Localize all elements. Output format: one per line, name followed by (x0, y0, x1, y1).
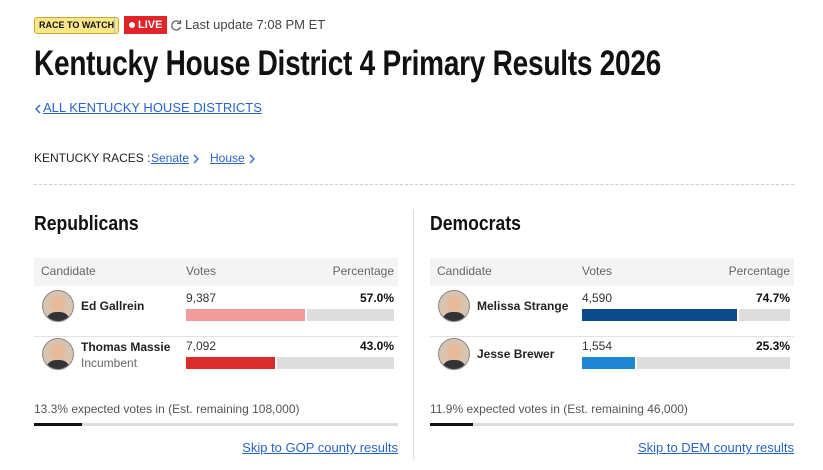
vote-bar-track (582, 309, 790, 321)
results-header (430, 258, 794, 286)
vote-percentage: 25.3% (755, 339, 790, 353)
party-name: Democrats (430, 213, 521, 235)
expected-progress (430, 423, 474, 426)
vote-bar-track (186, 357, 394, 369)
chevron-right (249, 154, 255, 164)
vote-bar (186, 309, 307, 321)
page-title: Kentucky House District 4 Primary Result… (34, 44, 662, 83)
county-results-link[interactable]: Skip to DEM county results (637, 440, 794, 455)
expected-votes: 13.3% expected votes in (Est. remaining … (34, 402, 300, 416)
race-link[interactable]: Senate (151, 151, 190, 165)
column-header: Percentage (728, 264, 790, 278)
chevron-left (35, 104, 41, 114)
column-divider (413, 210, 414, 460)
race-link[interactable]: House (210, 151, 245, 165)
photo-body (46, 312, 70, 321)
photo-face (447, 296, 461, 312)
vote-bar (582, 357, 637, 369)
last-update: Last update 7:08 PM ET (185, 17, 326, 32)
vote-count: 7,092 (186, 339, 217, 353)
back-link[interactable]: ALL KENTUCKY HOUSE DISTRICTS (43, 100, 262, 115)
expected-progress (34, 423, 83, 426)
candidate-note: Incumbent (81, 356, 138, 370)
vote-count: 4,590 (582, 291, 613, 305)
candidate-name: Ed Gallrein (81, 299, 145, 313)
expected-votes: 11.9% expected votes in (Est. remaining … (430, 402, 688, 416)
column-header: Candidate (437, 264, 492, 278)
photo-body (442, 312, 466, 321)
vote-count: 1,554 (582, 339, 613, 353)
live-badge: LIVE (124, 16, 168, 34)
race-badge: RACE TO WATCH (34, 17, 120, 34)
candidate-name: Melissa Strange (477, 299, 569, 313)
vote-bar-track (582, 357, 790, 369)
column-header: Candidate (41, 264, 96, 278)
separator (114, 16, 115, 34)
candidate-photo (438, 338, 470, 370)
results-header (34, 258, 398, 286)
vote-percentage: 74.7% (755, 291, 790, 305)
photo-face (51, 296, 65, 312)
vote-count: 9,387 (186, 291, 217, 305)
chevron-right (193, 154, 199, 164)
photo-body (46, 360, 70, 369)
row-divider (430, 336, 794, 337)
photo-face (51, 344, 65, 360)
candidate-name: Thomas Massie (81, 340, 171, 354)
vote-bar-track (186, 309, 394, 321)
vote-bar (582, 309, 740, 321)
divider (34, 184, 794, 185)
vote-percentage: 43.0% (359, 339, 394, 353)
candidate-photo (42, 290, 74, 322)
column-header: Votes (186, 264, 217, 278)
photo-face (447, 344, 461, 360)
party-name: Republicans (34, 213, 139, 235)
column-header: Votes (582, 264, 613, 278)
refresh-icon (171, 20, 182, 31)
county-results-link[interactable]: Skip to GOP county results (242, 440, 398, 455)
expected-progress-track (34, 423, 398, 426)
candidate-photo (438, 290, 470, 322)
races-label: KENTUCKY RACES : (34, 151, 151, 165)
candidate-name: Jesse Brewer (477, 347, 555, 361)
candidate-photo (42, 338, 74, 370)
vote-percentage: 57.0% (359, 291, 394, 305)
photo-body (442, 360, 466, 369)
row-divider (34, 336, 398, 337)
column-header: Percentage (332, 264, 394, 278)
vote-bar (186, 357, 278, 369)
expected-progress-track (430, 423, 794, 426)
